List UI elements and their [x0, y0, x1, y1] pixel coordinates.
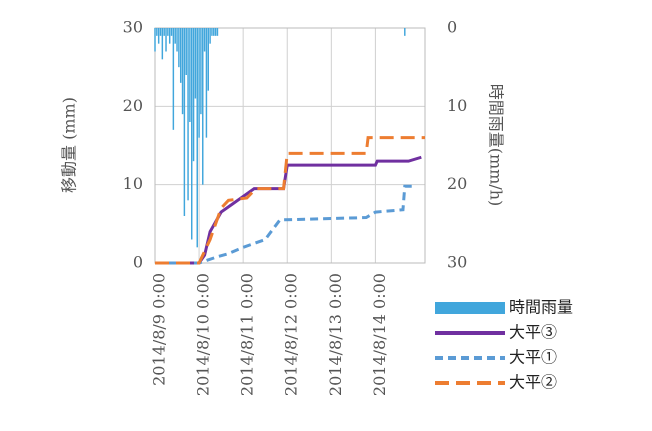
y-tick-label: 0	[133, 253, 143, 272]
legend-swatch	[435, 302, 505, 314]
y-tick-label: 10	[123, 174, 143, 193]
series-line	[155, 136, 425, 265]
rain-bar	[178, 28, 180, 68]
rain-bar	[211, 28, 213, 36]
rain-bar	[209, 28, 211, 44]
y-tick-label: 30	[123, 18, 143, 37]
rain-bar	[159, 28, 162, 36]
rain-bar	[161, 28, 164, 60]
rain-bar	[202, 28, 204, 185]
plot-frame	[154, 27, 426, 264]
y2-tick-label: 20	[447, 174, 467, 193]
rain-bar	[213, 28, 215, 36]
rain-bar	[163, 28, 165, 36]
legend-label: 大平③	[509, 323, 557, 342]
rain-bar	[154, 28, 156, 52]
rain-bar	[167, 28, 169, 36]
legend-label: 大平②	[509, 373, 557, 392]
series-line	[155, 184, 413, 265]
rain-bar	[179, 28, 182, 83]
x-tick-label: 2014/8/11 0:00	[238, 273, 257, 396]
legend-label: 大平①	[509, 348, 557, 367]
rain-bar	[183, 28, 186, 216]
rain-bar	[156, 28, 158, 36]
rain-bar	[189, 28, 191, 122]
x-tick-label: 2014/8/13 0:00	[326, 273, 345, 396]
rain-bar	[203, 28, 206, 52]
rain-bar	[200, 28, 202, 115]
legend-label: 時間雨量	[509, 298, 573, 317]
x-tick-label: 2014/8/10 0:00	[194, 273, 213, 396]
rain-bar	[176, 28, 178, 52]
rain-bar	[205, 28, 208, 138]
rain-bar	[181, 28, 184, 115]
rain-bar	[196, 28, 198, 248]
rain-bar	[404, 28, 406, 36]
rain-bar	[185, 28, 187, 75]
rain-bar	[168, 28, 171, 44]
rain-bar	[172, 28, 175, 130]
rain-bar	[187, 28, 189, 201]
y2-tick-label: 30	[447, 253, 467, 272]
rain-bar	[174, 28, 176, 44]
rain-bar	[157, 28, 160, 44]
x-tick-label: 2014/8/12 0:00	[282, 273, 301, 396]
y2-tick-label: 10	[447, 96, 467, 115]
rain-bar	[207, 28, 209, 91]
series-line	[155, 155, 422, 265]
rain-bar	[198, 28, 200, 138]
rain-bar	[214, 28, 217, 36]
rain-bar	[194, 28, 197, 99]
y-tick-label: 20	[123, 96, 143, 115]
y2-axis-label: 時間雨量(mm/h)	[487, 84, 506, 207]
rain-bar	[192, 28, 195, 162]
y2-tick-label: 0	[447, 18, 457, 37]
rain-bar	[191, 28, 193, 240]
rain-bar	[165, 28, 167, 52]
rain-bar	[216, 28, 219, 36]
x-tick-label: 2014/8/9 0:00	[150, 273, 169, 386]
x-tick-label: 2014/8/14 0:00	[370, 273, 389, 396]
y-axis-label: 移動量 (mm)	[60, 97, 79, 193]
rain-bar	[170, 28, 173, 36]
